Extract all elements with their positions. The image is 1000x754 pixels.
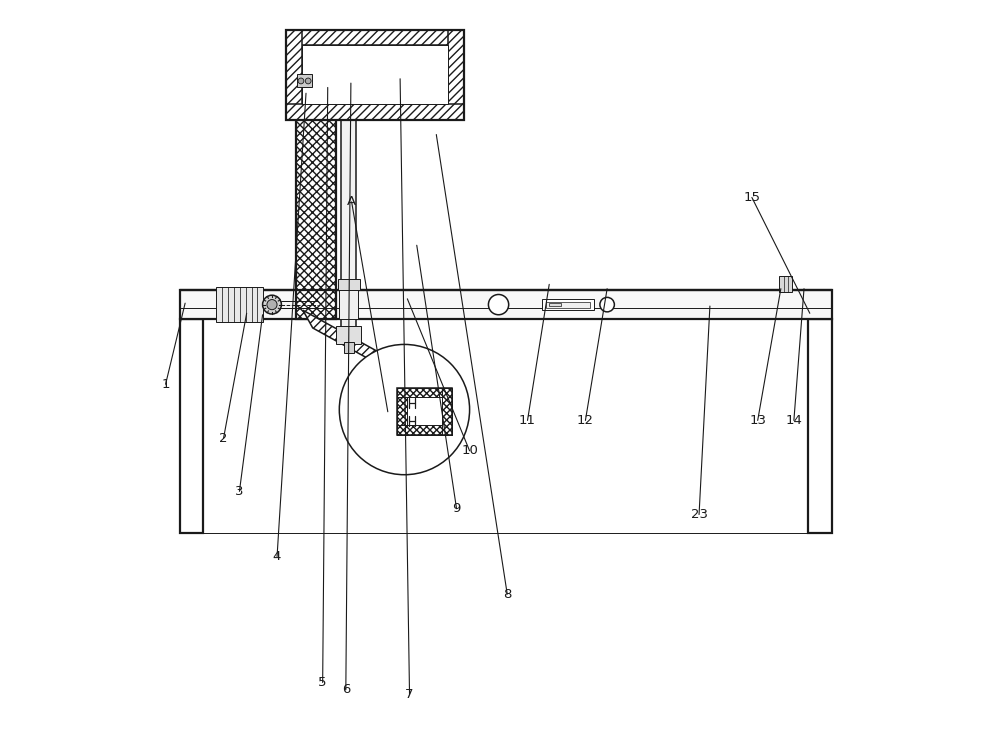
Text: 15: 15 bbox=[743, 191, 760, 204]
Text: 10: 10 bbox=[461, 444, 478, 458]
Text: 12: 12 bbox=[577, 414, 594, 427]
Bar bbox=[336, 326, 361, 345]
Text: 13: 13 bbox=[749, 414, 766, 427]
Circle shape bbox=[339, 345, 470, 475]
Circle shape bbox=[263, 296, 281, 314]
Bar bbox=[397, 388, 452, 397]
Text: 5: 5 bbox=[318, 676, 327, 689]
Bar bbox=[338, 278, 360, 290]
Bar bbox=[286, 29, 464, 120]
Bar bbox=[286, 29, 302, 120]
Text: 3: 3 bbox=[235, 485, 244, 498]
Bar bbox=[302, 45, 448, 104]
Text: 8: 8 bbox=[503, 587, 511, 601]
Bar bbox=[397, 388, 452, 435]
Bar bbox=[549, 303, 561, 306]
Circle shape bbox=[305, 78, 311, 84]
Bar bbox=[297, 75, 312, 87]
Text: 23: 23 bbox=[691, 508, 708, 521]
Polygon shape bbox=[303, 310, 406, 379]
Text: 2: 2 bbox=[219, 432, 228, 445]
Bar bbox=[546, 302, 590, 308]
Text: 9: 9 bbox=[452, 502, 461, 515]
Bar bbox=[180, 290, 832, 319]
Text: 7: 7 bbox=[405, 688, 414, 700]
Bar bbox=[448, 29, 464, 120]
Bar bbox=[341, 120, 356, 335]
Text: A: A bbox=[347, 195, 356, 208]
Circle shape bbox=[298, 78, 304, 84]
Text: 14: 14 bbox=[785, 414, 802, 427]
Bar bbox=[442, 388, 452, 435]
Text: 4: 4 bbox=[273, 550, 281, 563]
Bar bbox=[542, 299, 594, 311]
Circle shape bbox=[267, 299, 277, 310]
Bar bbox=[344, 342, 354, 353]
Bar bbox=[286, 104, 464, 120]
Text: 11: 11 bbox=[519, 414, 536, 427]
Text: 1: 1 bbox=[161, 378, 170, 391]
Bar bbox=[216, 287, 263, 322]
Bar bbox=[296, 87, 336, 319]
Bar bbox=[397, 425, 452, 435]
Bar bbox=[808, 319, 832, 532]
Bar bbox=[286, 29, 464, 45]
Bar bbox=[339, 290, 358, 319]
Circle shape bbox=[600, 297, 614, 312]
Circle shape bbox=[488, 295, 509, 314]
Bar bbox=[397, 388, 407, 435]
Text: 6: 6 bbox=[342, 683, 350, 696]
Bar bbox=[180, 319, 203, 532]
Bar bbox=[779, 276, 792, 292]
